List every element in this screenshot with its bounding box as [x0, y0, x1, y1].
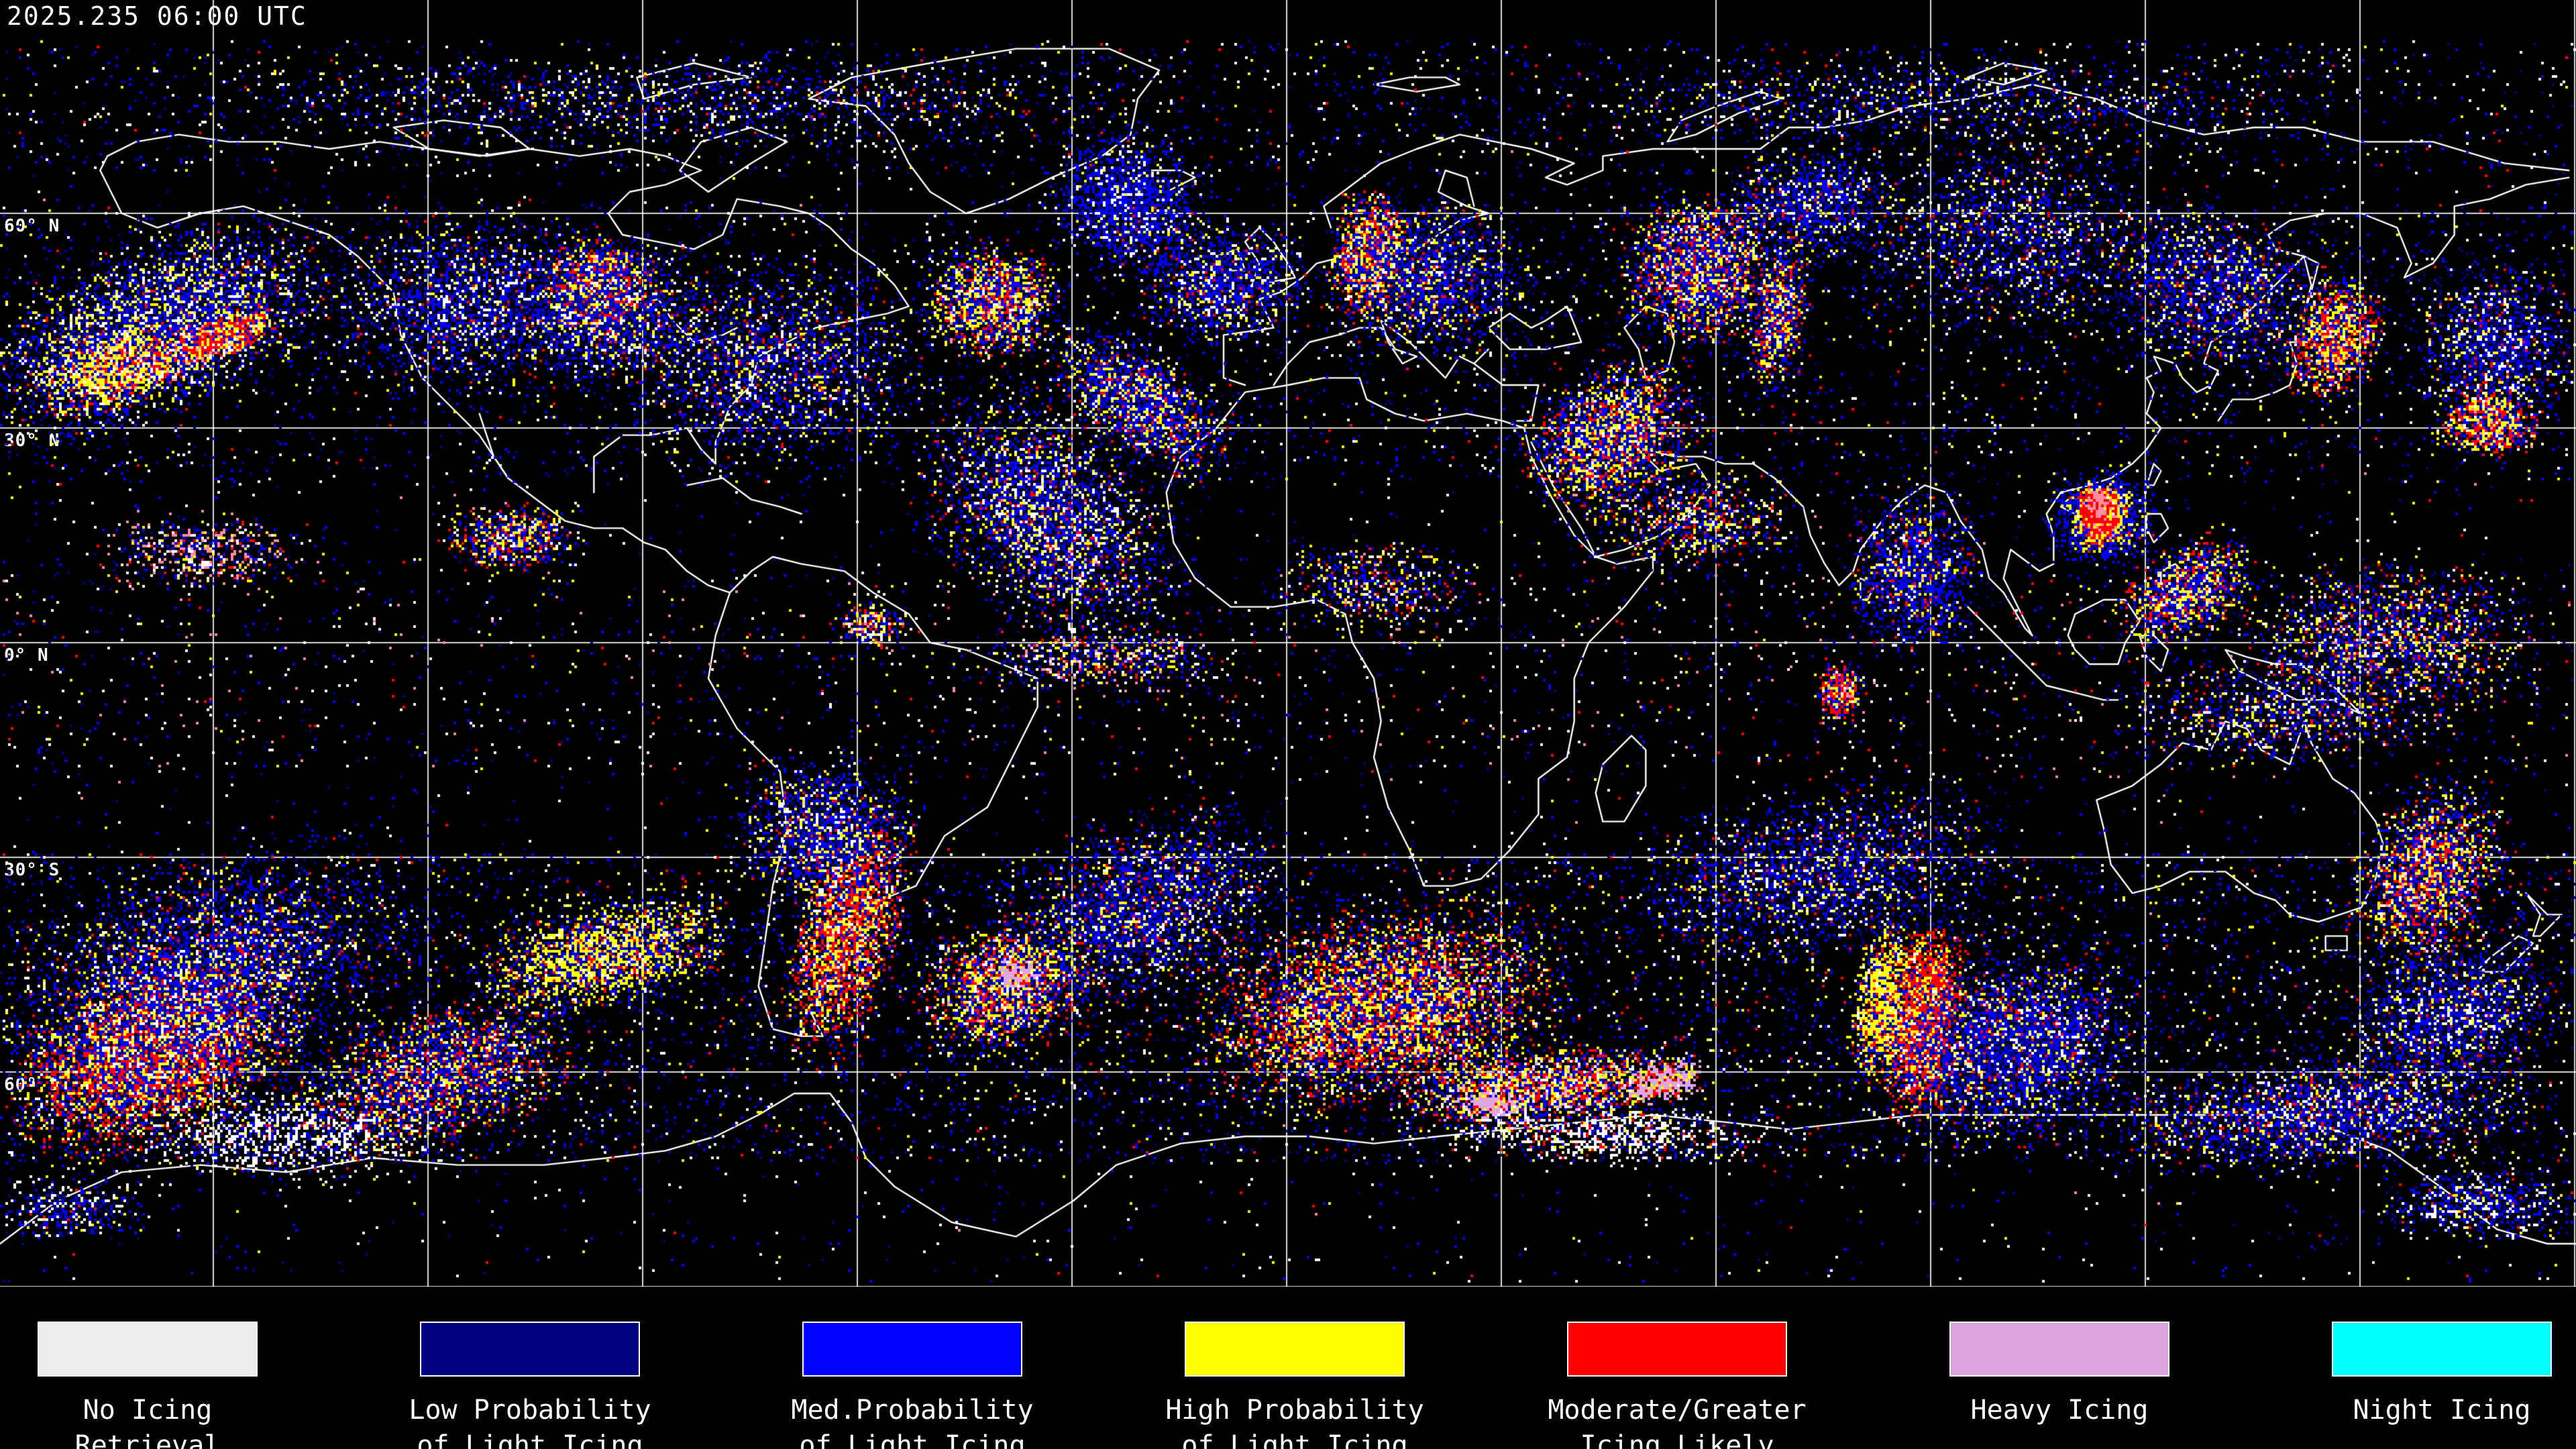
legend-label: Moderate/Greater Icing Likely [1486, 1393, 1868, 1449]
legend-swatch-no-icing [38, 1322, 258, 1377]
legend-item-med-prob: Med.Probability of Light Icing [721, 1287, 1104, 1449]
legend-label-line1: Night Icing [2353, 1395, 2531, 1426]
legend-item-night: Night Icing [2251, 1287, 2576, 1428]
legend-swatch-moderate [1567, 1322, 1787, 1377]
legend-label-line1: Med.Probability [791, 1395, 1034, 1426]
legend-item-low-prob: Low Probability of Light Icing [339, 1287, 721, 1449]
legend-item-high-prob: High Probability of Light Icing [1104, 1287, 1486, 1449]
legend-label: Heavy Icing [1868, 1393, 2251, 1428]
legend-label-line1: Heavy Icing [1970, 1395, 2149, 1426]
legend-label-line1: No Icing [83, 1395, 213, 1426]
legend-label: Med.Probability of Light Icing [721, 1393, 1104, 1449]
legend-label: No Icing Retrieval [0, 1393, 339, 1449]
legend-bar: No Icing Retrieval Low Probability of Ligh… [0, 1287, 2576, 1449]
legend-label: Low Probability of Light Icing [339, 1393, 721, 1449]
legend-label-line2: of Light Icing [799, 1430, 1026, 1449]
legend-item-no-icing: No Icing Retrieval [0, 1287, 339, 1449]
legend-label-line2: of Light Icing [417, 1430, 643, 1449]
legend-label-line2: Retrieval [74, 1430, 221, 1449]
legend-label: High Probability of Light Icing [1104, 1393, 1486, 1449]
legend-label-line1: High Probability [1165, 1395, 1424, 1426]
legend-item-moderate: Moderate/Greater Icing Likely [1486, 1287, 1868, 1449]
legend-swatch-heavy [1949, 1322, 2169, 1377]
legend-label-line1: Moderate/Greater [1548, 1395, 1807, 1426]
legend-label: Night Icing [2251, 1393, 2576, 1428]
legend-swatch-med-prob [802, 1322, 1022, 1377]
legend-swatch-night [2332, 1322, 2552, 1377]
legend-label-line1: Low Probability [409, 1395, 651, 1426]
timestamp-label: 2025.235 06:00 UTC [7, 1, 307, 31]
legend-swatch-high-prob [1185, 1322, 1405, 1377]
legend-label-line2: of Light Icing [1181, 1430, 1408, 1449]
legend-swatch-low-prob [420, 1322, 640, 1377]
legend-label-line2: Icing Likely [1580, 1430, 1774, 1449]
legend-item-heavy: Heavy Icing [1868, 1287, 2251, 1428]
